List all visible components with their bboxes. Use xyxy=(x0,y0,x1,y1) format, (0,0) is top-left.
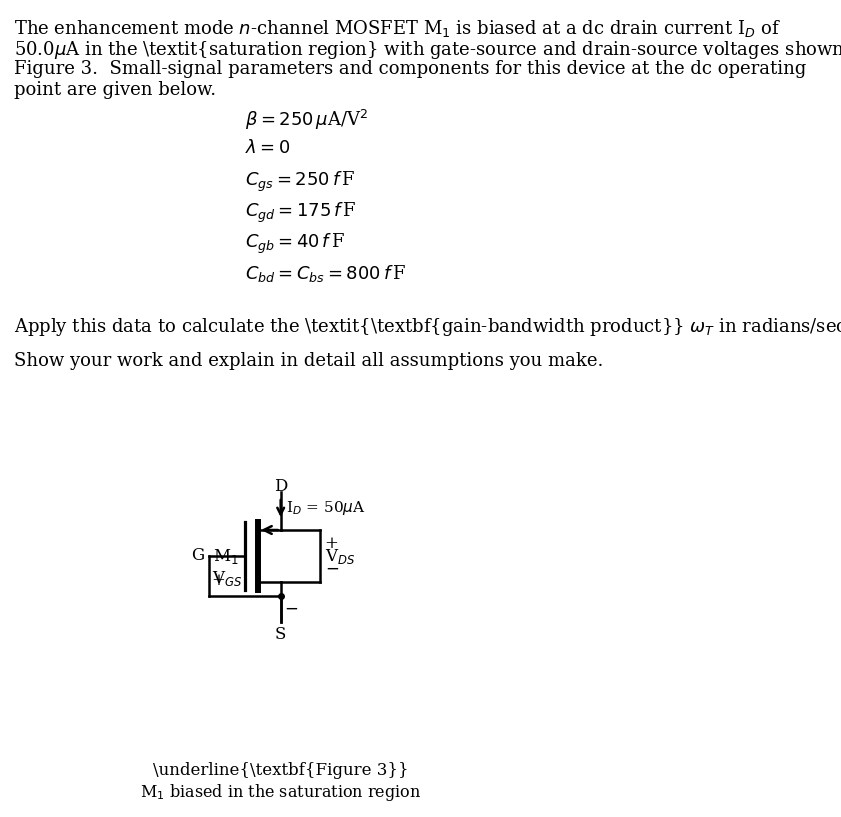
Text: M$_1$: M$_1$ xyxy=(214,547,239,565)
Text: $-$: $-$ xyxy=(325,560,339,577)
Text: $C_{gb} = 40\,f\,$F: $C_{gb} = 40\,f\,$F xyxy=(245,232,345,257)
Text: $\lambda = 0$: $\lambda = 0$ xyxy=(245,139,290,157)
Text: M$_1$ biased in the saturation region: M$_1$ biased in the saturation region xyxy=(140,782,421,803)
Text: Apply this data to calculate the \textit{\textbf{gain-bandwidth product}} $\omeg: Apply this data to calculate the \textit… xyxy=(14,316,841,338)
Text: $C_{gs} = 250\,f\,$F: $C_{gs} = 250\,f\,$F xyxy=(245,170,355,194)
Text: \underline{\textbf{Figure 3}}: \underline{\textbf{Figure 3}} xyxy=(153,762,409,779)
Text: S: S xyxy=(275,626,287,643)
Text: The enhancement mode $n$-channel MOSFET M$_1$ is biased at a dc drain current I$: The enhancement mode $n$-channel MOSFET … xyxy=(14,18,781,39)
Text: $C_{gd} = 175\,f\,$F: $C_{gd} = 175\,f\,$F xyxy=(245,201,356,225)
Text: D: D xyxy=(274,478,288,495)
Text: 50.0$\mu$A in the \textit{saturation region} with gate-source and drain-source v: 50.0$\mu$A in the \textit{saturation reg… xyxy=(14,39,841,61)
Text: Figure 3.  Small-signal parameters and components for this device at the dc oper: Figure 3. Small-signal parameters and co… xyxy=(14,60,807,78)
Text: +: + xyxy=(325,535,338,552)
Text: V$_{GS}$: V$_{GS}$ xyxy=(212,569,242,588)
Text: I$_D$ = 50$\mu$A: I$_D$ = 50$\mu$A xyxy=(286,499,365,517)
Text: G: G xyxy=(191,547,204,565)
Text: $C_{bd} = C_{bs} = 800\,f\,$F: $C_{bd} = C_{bs} = 800\,f\,$F xyxy=(245,263,406,284)
Text: V$_{DS}$: V$_{DS}$ xyxy=(325,547,355,565)
Text: $\beta = 250\,\mu$A/V$^2$: $\beta = 250\,\mu$A/V$^2$ xyxy=(245,108,368,132)
Text: Show your work and explain in detail all assumptions you make.: Show your work and explain in detail all… xyxy=(14,352,604,370)
Text: +: + xyxy=(212,572,225,589)
Text: point are given below.: point are given below. xyxy=(14,81,216,99)
Text: $-$: $-$ xyxy=(283,600,298,617)
